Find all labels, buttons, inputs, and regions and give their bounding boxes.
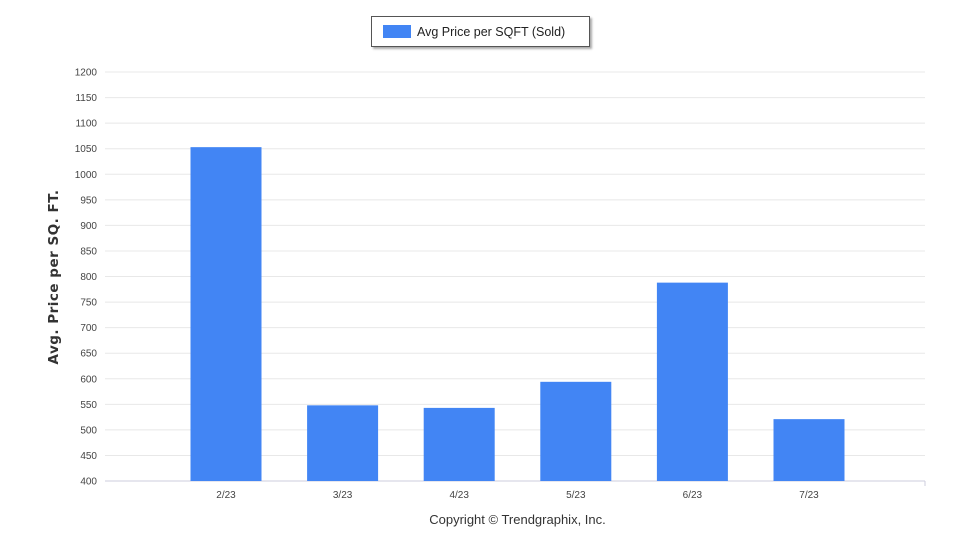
bar — [540, 381, 612, 481]
y-tick-label: 1200 — [75, 68, 98, 79]
legend-swatch — [383, 25, 411, 38]
legend-label: Avg Price per SQFT (Sold) — [417, 24, 566, 39]
y-tick-label: 750 — [80, 298, 97, 309]
y-tick-label: 650 — [80, 349, 97, 360]
x-tick-label: 2/23 — [216, 490, 236, 501]
y-tick-label: 850 — [80, 246, 97, 257]
bar — [307, 405, 379, 481]
x-tick-label: 4/23 — [449, 490, 469, 501]
y-tick-label: 900 — [80, 221, 97, 232]
bar — [656, 282, 728, 481]
bar — [423, 407, 495, 481]
y-tick-label: 700 — [80, 323, 97, 334]
x-tick-label: 5/23 — [566, 490, 586, 501]
copyright: Copyright © Trendgraphix, Inc. — [429, 512, 606, 527]
x-tick-label: 6/23 — [683, 490, 703, 501]
y-tick-label: 500 — [80, 425, 97, 436]
y-tick-label: 1050 — [75, 144, 98, 155]
y-tick-label: 800 — [80, 272, 97, 283]
bar — [773, 419, 845, 481]
y-tick-label: 550 — [80, 400, 97, 411]
y-tick-label: 1000 — [75, 170, 98, 181]
x-tick-label: 7/23 — [799, 490, 819, 501]
y-tick-label: 450 — [80, 451, 97, 462]
x-tick-label: 3/23 — [333, 490, 353, 501]
y-tick-label: 950 — [80, 195, 97, 206]
bar — [190, 147, 262, 481]
y-tick-label: 1150 — [75, 93, 97, 104]
y-tick-label: 600 — [80, 374, 97, 385]
y-tick-label: 1100 — [75, 119, 97, 130]
y-tick-label: 400 — [80, 477, 97, 488]
legend: Avg Price per SQFT (Sold) — [371, 16, 590, 47]
